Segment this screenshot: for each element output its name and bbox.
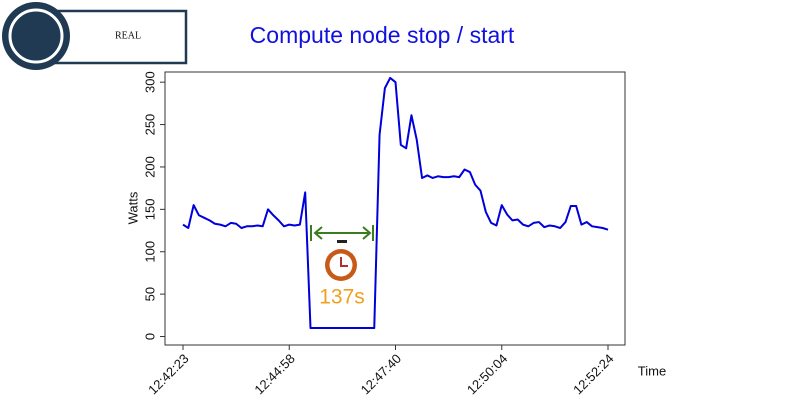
- x-tick-label: 12:44:58: [251, 351, 297, 397]
- y-tick-label: 50: [142, 287, 157, 301]
- y-axis-label: Watts: [125, 191, 140, 224]
- y-tick-label: 200: [142, 156, 157, 178]
- x-tick-label: 12:50:04: [464, 351, 510, 397]
- clock-hands: [340, 257, 348, 267]
- chart-title: Compute node stop / start: [250, 22, 515, 48]
- x-tick-label: 12:42:23: [145, 351, 191, 397]
- series-line: [182, 76, 609, 330]
- badge-circle-inner: [8, 8, 64, 64]
- annotation-text: 137s: [319, 286, 365, 309]
- x-tick-label: 12:52:24: [570, 351, 616, 397]
- x-tick-label: 12:47:40: [358, 351, 404, 397]
- x-axis-label: Time: [638, 363, 666, 378]
- clock-button: [337, 240, 347, 243]
- y-tick-label: 0: [142, 333, 157, 340]
- y-tick-label: 300: [142, 71, 157, 93]
- badge: REAL: [2, 2, 188, 70]
- arrow-heads: [313, 226, 372, 240]
- y-tick-label: 100: [142, 241, 157, 263]
- badge-text: REAL: [115, 30, 141, 41]
- y-tick-label: 150: [142, 198, 157, 220]
- annotation: 137s: [310, 225, 374, 309]
- y-tick-label: 250: [142, 114, 157, 136]
- plot-frame: [164, 71, 626, 346]
